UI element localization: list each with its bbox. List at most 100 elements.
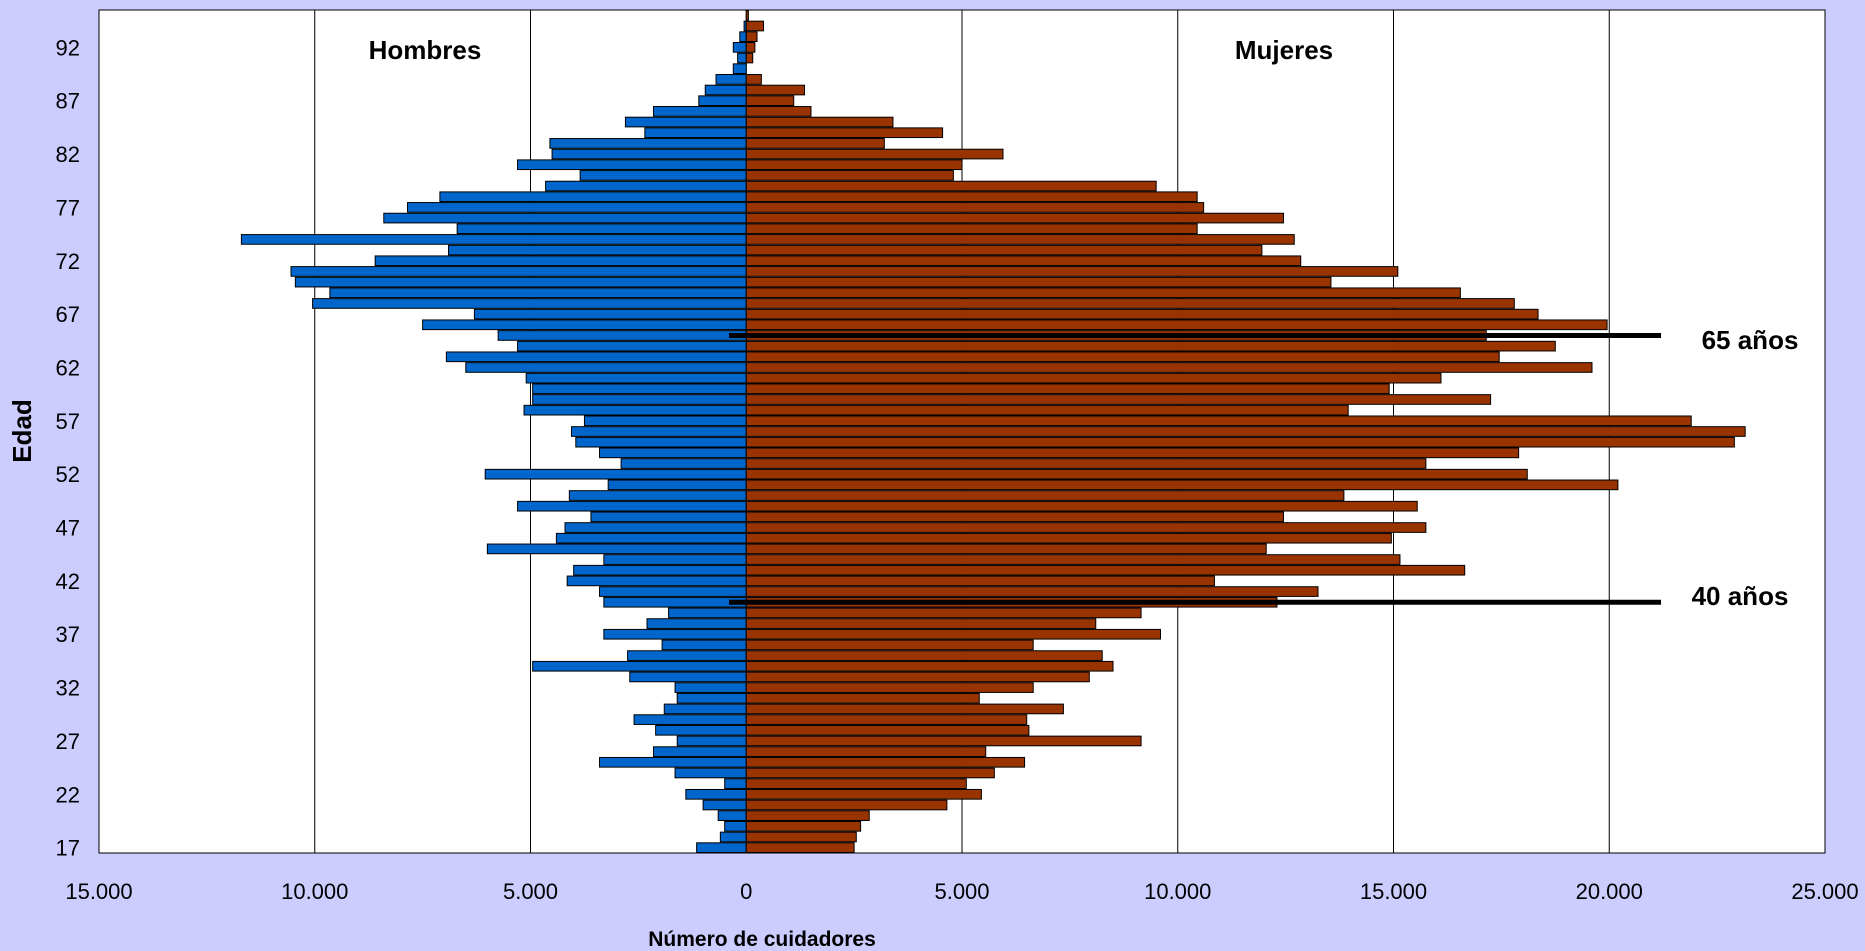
bar-hombres — [290, 266, 747, 277]
bar-hombres — [575, 436, 747, 448]
y-tick-label: 27 — [56, 729, 80, 754]
bar-mujeres — [745, 650, 1103, 661]
bar-mujeres — [745, 106, 812, 117]
bar-mujeres — [745, 415, 1692, 427]
bar-mujeres — [745, 586, 1319, 597]
bar-mujeres — [745, 511, 1284, 523]
bar-hombres — [532, 660, 747, 672]
bar-mujeres — [745, 276, 1332, 288]
bar-mujeres — [745, 447, 1520, 459]
bar-mujeres — [745, 682, 1034, 693]
bar-mujeres — [745, 767, 995, 779]
bar-hombres — [583, 415, 747, 427]
x-tick-label: 0 — [740, 879, 752, 904]
bar-hombres — [590, 511, 747, 523]
y-tick-label: 92 — [56, 35, 80, 60]
bar-mujeres — [745, 458, 1427, 469]
bar-mujeres — [745, 788, 982, 800]
y-tick-label: 72 — [56, 249, 80, 274]
bar-hombres — [545, 180, 747, 192]
y-tick-label: 42 — [56, 569, 80, 594]
bar-hombres — [646, 618, 747, 629]
bar-mujeres — [745, 351, 1500, 363]
x-tick-label: 5.000 — [503, 879, 558, 904]
y-axis-ticks: 17 22 27 32 37 42 47 52 57 62 67 72 77 82 87 92 — [56, 35, 80, 860]
bar-hombres — [573, 564, 747, 576]
bar-mujeres — [745, 159, 963, 171]
bar-mujeres — [745, 692, 980, 704]
bar-mujeres — [745, 639, 1034, 651]
bar-hombres — [652, 746, 747, 757]
bar-mujeres — [745, 148, 1004, 160]
bar-hombres — [422, 319, 747, 331]
bar-mujeres — [745, 308, 1539, 320]
bar-mujeres — [745, 746, 987, 757]
y-axis-title: Edad — [7, 399, 37, 463]
bar-mujeres — [745, 212, 1284, 224]
bar-mujeres — [745, 468, 1528, 480]
bar-hombres — [603, 554, 747, 565]
bar-hombres — [568, 490, 747, 501]
x-tick-label: 10.000 — [281, 879, 348, 904]
bar-mujeres — [745, 479, 1619, 491]
bar-hombres — [599, 756, 747, 768]
bar-mujeres — [745, 831, 857, 843]
bar-hombres — [383, 212, 747, 224]
bar-hombres — [439, 191, 747, 203]
bar-mujeres — [745, 266, 1399, 277]
bar-mujeres — [745, 660, 1114, 672]
bar-hombres — [555, 532, 747, 544]
bar-hombres — [663, 703, 747, 715]
y-tick-label: 77 — [56, 195, 80, 220]
bar-hombres — [719, 831, 747, 843]
bar-mujeres — [745, 810, 870, 821]
bar-hombres — [240, 234, 747, 245]
bar-hombres — [696, 842, 747, 853]
x-tick-label: 20.000 — [1576, 879, 1643, 904]
series-label-hombres: Hombres — [369, 35, 482, 65]
bar-hombres — [724, 820, 747, 832]
y-tick-label: 87 — [56, 89, 80, 114]
bar-hombres — [685, 788, 747, 800]
bar-hombres — [473, 308, 747, 320]
bar-mujeres — [745, 95, 795, 107]
bar-mujeres — [745, 618, 1097, 629]
bar-mujeres — [745, 724, 1030, 736]
bar-hombres — [702, 799, 747, 811]
y-tick-label: 22 — [56, 782, 80, 807]
bar-hombres — [294, 276, 747, 288]
bar-mujeres — [745, 607, 1142, 619]
bar-hombres — [525, 372, 747, 384]
bar-hombres — [624, 116, 747, 128]
bar-mujeres — [745, 543, 1267, 555]
bar-hombres — [456, 223, 747, 235]
bar-hombres — [445, 351, 747, 363]
bar-mujeres — [745, 394, 1492, 405]
bar-hombres — [566, 575, 747, 587]
bar-mujeres — [745, 575, 1215, 587]
bar-mujeres — [745, 820, 862, 832]
bar-hombres — [497, 330, 747, 341]
bar-hombres — [627, 650, 747, 661]
bar-mujeres — [745, 138, 885, 149]
bar-mujeres — [745, 74, 762, 85]
bar-hombres — [603, 596, 747, 608]
x-tick-label: 5.000 — [934, 879, 989, 904]
y-tick-label: 17 — [56, 836, 80, 861]
annotation-65: 65 años — [1702, 325, 1799, 355]
bar-mujeres — [745, 42, 756, 53]
bar-hombres — [674, 767, 747, 779]
bar-hombres — [715, 74, 747, 85]
bar-mujeres — [745, 191, 1198, 203]
bar-mujeres — [745, 255, 1302, 267]
bar-hombres — [732, 63, 747, 75]
y-tick-label: 57 — [56, 409, 80, 434]
y-tick-label: 62 — [56, 355, 80, 380]
bar-mujeres — [745, 426, 1746, 437]
x-axis-ticks: 15.000 10.000 5.000 0 5.000 10.000 15.000 20.00… — [65, 879, 1858, 904]
y-tick-label: 67 — [56, 302, 80, 327]
bar-hombres — [517, 500, 747, 512]
bar-hombres — [551, 148, 747, 160]
bar-hombres — [465, 362, 747, 373]
